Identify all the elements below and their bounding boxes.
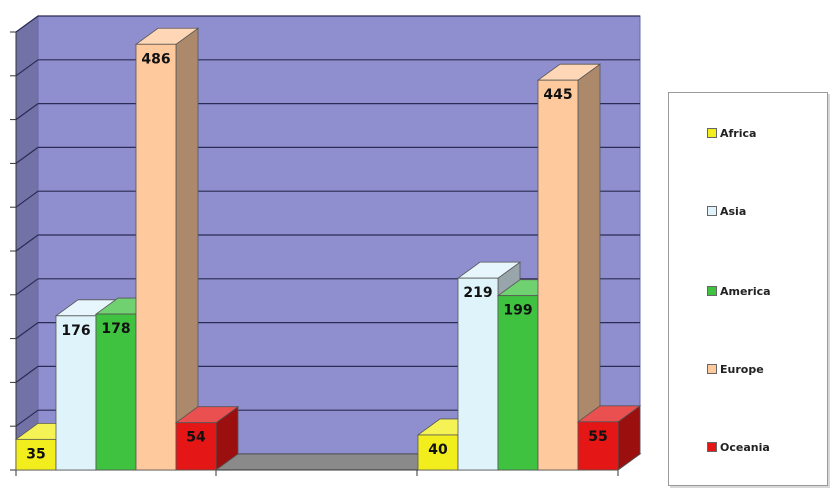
- legend-swatch: [707, 128, 717, 138]
- bar-america: [497, 295, 539, 471]
- data-label-oceania: 54: [186, 430, 206, 446]
- bar-europe: [537, 79, 579, 471]
- data-label-asia: 219: [463, 285, 492, 301]
- gridline-side: [15, 365, 39, 383]
- bar-america: [95, 313, 137, 471]
- legend-item-america: America: [707, 283, 771, 299]
- data-label-america: 178: [101, 321, 130, 337]
- legend-label: Oceania: [720, 440, 770, 454]
- legend-swatch: [707, 286, 717, 296]
- legend-swatch: [707, 442, 717, 452]
- gridline-side: [15, 278, 39, 296]
- bar-asia: [55, 315, 97, 471]
- chart-legend: Africa Asia America Europe Oceania: [668, 92, 828, 486]
- legend-label: America: [720, 284, 771, 298]
- legend-item-europe: Europe: [707, 361, 764, 377]
- legend-label: Asia: [720, 204, 747, 218]
- data-label-america: 199: [503, 303, 532, 319]
- bar-asia: [457, 277, 499, 471]
- data-label-africa: 40: [428, 442, 448, 458]
- gridline-side: [15, 190, 39, 208]
- data-label-europe: 445: [543, 87, 572, 103]
- legend-item-africa: Africa: [707, 125, 756, 141]
- gridline-side: [15, 103, 39, 121]
- gridline-side: [15, 409, 39, 427]
- bar-side-europe: [175, 27, 199, 471]
- legend-label: Africa: [720, 126, 757, 140]
- data-label-europe: 486: [141, 51, 170, 67]
- legend-label: Europe: [720, 362, 764, 376]
- gridline-side: [15, 15, 39, 33]
- gridline-side: [15, 59, 39, 77]
- legend-item-asia: Asia: [707, 203, 746, 219]
- legend-item-oceania: Oceania: [707, 439, 770, 455]
- legend-swatch: [707, 206, 717, 216]
- bar-oceania: [577, 421, 619, 471]
- data-label-africa: 35: [26, 446, 45, 462]
- gridline-side: [15, 146, 39, 164]
- data-label-oceania: 55: [588, 429, 607, 445]
- gridline-side: [15, 322, 39, 340]
- data-label-asia: 176: [61, 323, 90, 339]
- legend-swatch: [707, 364, 717, 374]
- bar-oceania: [175, 422, 217, 471]
- bar-europe: [135, 43, 177, 471]
- gridline-side: [15, 234, 39, 252]
